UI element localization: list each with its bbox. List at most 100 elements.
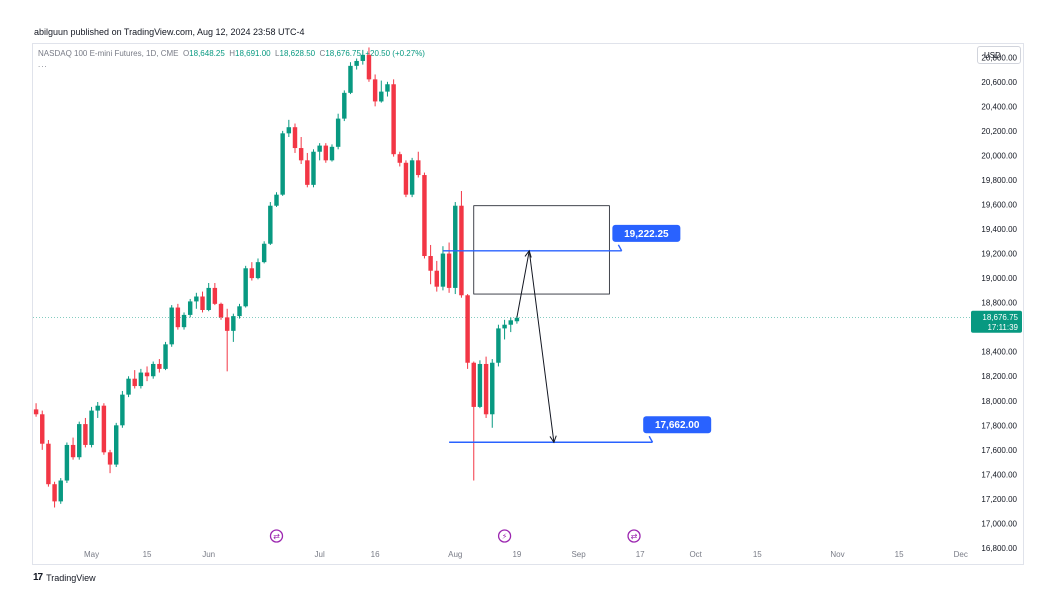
candle-body[interactable] [126,378,131,395]
candle-body[interactable] [175,307,181,328]
candle-body[interactable] [391,84,396,155]
candle-body[interactable] [194,296,199,302]
candle-body[interactable] [360,54,366,61]
level-callout-label: 19,222.25 [624,229,669,240]
split-event-icon[interactable] [269,529,284,543]
candle-body[interactable] [243,268,248,307]
time-tick-label: Jun [202,550,215,559]
candle-body[interactable] [200,296,205,310]
candle-body[interactable] [286,127,292,134]
candle-body[interactable] [46,443,51,485]
candle-body[interactable] [70,444,76,458]
candle-body[interactable] [157,363,162,369]
candle-body[interactable] [305,160,310,185]
candle-body[interactable] [138,372,144,387]
time-tick-label: 15 [895,550,904,559]
candle-body[interactable] [379,91,384,102]
candle-body[interactable] [64,444,70,481]
candle-body[interactable] [120,394,125,426]
legend-close-label: C [319,49,326,58]
candle-body[interactable] [483,363,489,415]
candle-body[interactable] [144,372,150,377]
time-tick-label: Sep [571,550,586,559]
rectangle-drawing[interactable] [473,205,610,295]
candle-body[interactable] [496,328,501,363]
level-callout-box[interactable] [643,416,712,434]
earnings-event-icon[interactable] [497,529,512,543]
candle-body[interactable] [132,378,137,387]
candle-body[interactable] [397,154,403,163]
candle-body[interactable] [255,262,261,279]
candle-body[interactable] [434,270,439,287]
candle-body[interactable] [465,295,470,363]
candle-body[interactable] [422,175,427,257]
candle-body[interactable] [292,127,298,149]
candle-body[interactable] [33,409,39,415]
candle-body[interactable] [385,84,390,92]
candle-body[interactable] [453,205,458,288]
candle-body[interactable] [268,205,273,244]
candle-body[interactable] [107,452,113,465]
candle-body[interactable] [83,424,88,445]
candle-body[interactable] [446,253,452,288]
candle-body[interactable] [212,287,218,304]
time-tick-label: 15 [753,550,762,559]
currency-button[interactable]: USD [977,46,1021,64]
price-tick-label: 19,200.00 [981,250,1017,259]
candle-body[interactable] [342,92,347,119]
candle-body[interactable] [323,145,329,161]
candle-body[interactable] [409,160,415,195]
candle-body[interactable] [502,324,507,329]
candle-body[interactable] [231,316,236,331]
candle-body[interactable] [58,480,63,502]
arrow-head-up [524,249,532,258]
candle-body[interactable] [89,410,94,445]
chart-frame[interactable] [32,43,1024,565]
candle-body[interactable] [261,243,267,263]
candle-body[interactable] [317,145,322,152]
candle-body[interactable] [428,256,433,271]
candle-body[interactable] [508,320,513,325]
level-callout-box[interactable] [612,224,681,242]
candle-body[interactable] [101,405,107,453]
candle-body[interactable] [237,306,242,317]
candle-body[interactable] [416,160,421,176]
candle-body[interactable] [514,317,520,322]
candle-body[interactable] [169,307,174,345]
candle-body[interactable] [218,303,224,318]
candle-body[interactable] [206,287,211,310]
candle-body[interactable] [440,253,446,287]
candle-body[interactable] [187,301,193,315]
candle-body[interactable] [329,146,335,161]
split-event-icon[interactable] [627,529,641,543]
price-tick-label: 20,600.00 [981,78,1017,87]
candle-body[interactable] [52,484,57,502]
candle-body[interactable] [181,314,187,328]
candle-body[interactable] [471,362,476,407]
candle-body[interactable] [372,79,378,102]
candle-body[interactable] [311,151,316,185]
candle-body[interactable] [150,363,156,377]
candle-body[interactable] [490,362,495,415]
candle-body[interactable] [280,133,285,195]
candle-body[interactable] [114,425,119,465]
candle-body[interactable] [224,317,230,331]
candle-body[interactable] [354,60,359,66]
candle-body[interactable] [477,363,483,407]
candle-body[interactable] [163,344,168,369]
candle-body[interactable] [335,118,341,147]
projection-arrow-path[interactable] [516,250,555,443]
candle-body[interactable] [77,424,82,458]
candle-body[interactable] [366,54,372,80]
countdown-label: 17:11:39 [987,323,1018,332]
price-tick-label: 19,000.00 [981,274,1017,283]
candle-body[interactable] [348,65,353,93]
candle-body[interactable] [249,268,255,279]
candle-body[interactable] [40,414,45,444]
candle-body[interactable] [298,148,304,161]
candle-body[interactable] [274,194,279,206]
legend-more-icon[interactable]: ... [38,60,48,69]
candle-body[interactable] [403,162,409,195]
candle-body[interactable] [95,405,100,411]
